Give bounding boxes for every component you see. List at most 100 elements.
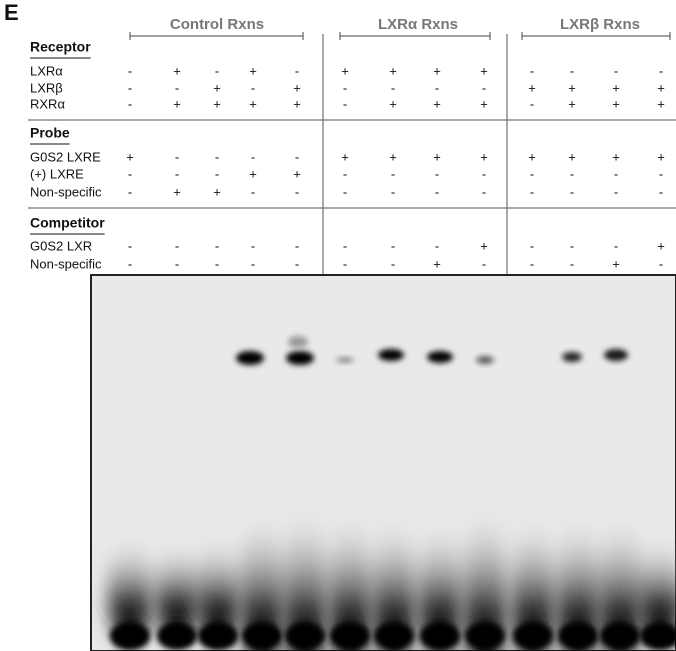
cell: - [391,184,395,199]
cell: - [295,149,299,164]
cell: - [391,238,395,253]
gel [91,275,676,651]
cell: + [213,96,221,111]
cell: - [128,256,132,271]
band [427,351,453,363]
cell: - [128,80,132,95]
cell: - [435,238,439,253]
cell: - [295,256,299,271]
cell: - [391,256,395,271]
cell: + [341,149,349,164]
cell: - [175,80,179,95]
cell: + [433,256,441,271]
figure: E Control RxnsLXRα RxnsLXRβ RxnsReceptor… [0,0,676,651]
free-probe [157,622,197,650]
cell: - [435,184,439,199]
cell: - [659,63,663,78]
cell: - [530,96,534,111]
cell: + [173,184,181,199]
section-title: Probe [30,125,70,141]
panel-label: E [4,0,19,25]
row-label: (+) LXRE [30,166,84,181]
row-label: LXRα [30,63,63,78]
cell: + [249,96,257,111]
cell: - [482,166,486,181]
cell: - [659,256,663,271]
cell: + [568,80,576,95]
cell: - [215,256,219,271]
band [604,349,628,361]
cell: + [528,149,536,164]
cell: - [659,184,663,199]
cell: + [249,63,257,78]
cell: - [570,184,574,199]
cell: - [343,256,347,271]
cell: - [343,166,347,181]
free-probe [374,622,414,650]
cell: - [295,63,299,78]
cell: - [128,63,132,78]
cell: - [215,149,219,164]
section-title: Competitor [30,215,105,231]
cell: - [215,238,219,253]
cell: + [213,80,221,95]
group-label: LXRα Rxns [378,16,458,33]
cell: + [480,238,488,253]
cell: + [293,96,301,111]
cell: - [530,63,534,78]
band [476,356,494,364]
cell: - [482,184,486,199]
cell: - [435,80,439,95]
cell: - [128,184,132,199]
cell: + [612,256,620,271]
band [236,351,264,365]
cell: - [614,63,618,78]
smudge [288,336,308,348]
group-bracket [130,32,303,40]
cell: - [128,96,132,111]
cell: - [251,80,255,95]
row-label: Non-specific [30,256,102,271]
cell: - [659,166,663,181]
cell: - [295,184,299,199]
cell: + [213,184,221,199]
cell: - [251,149,255,164]
free-probe [420,622,460,650]
cell: - [175,238,179,253]
cell: + [433,149,441,164]
cell: + [249,166,257,181]
cell: + [433,63,441,78]
group-bracket [340,32,490,40]
cell: + [173,96,181,111]
cell: - [614,184,618,199]
cell: - [215,63,219,78]
cell: + [480,149,488,164]
cell: + [433,96,441,111]
cell: + [657,80,665,95]
cell: + [293,80,301,95]
cell: - [251,184,255,199]
cell: + [568,149,576,164]
cell: + [173,63,181,78]
cell: - [215,166,219,181]
cell: + [612,80,620,95]
cell: - [530,184,534,199]
cell: + [657,96,665,111]
cell: + [657,238,665,253]
cell: + [389,96,397,111]
cell: - [435,166,439,181]
cell: - [570,63,574,78]
free-probe [600,622,640,650]
free-probe [558,622,598,650]
free-probe [465,622,505,650]
group-label: LXRβ Rxns [560,16,640,33]
free-probe [110,622,150,650]
cell: - [175,149,179,164]
section-title: Receptor [30,39,91,55]
cell: - [343,80,347,95]
row-label: G0S2 LXR [30,238,92,253]
cell: - [482,256,486,271]
cell: - [570,256,574,271]
cell: - [530,166,534,181]
cell: - [295,238,299,253]
